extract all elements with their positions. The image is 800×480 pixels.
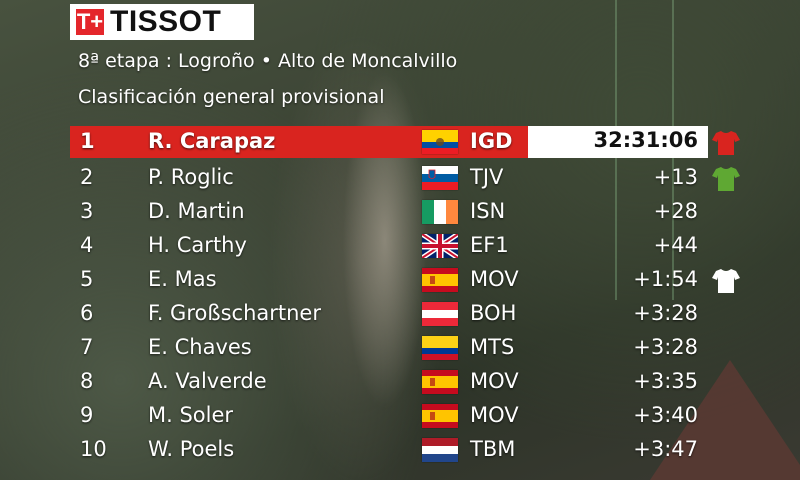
gc-time: +28 [653, 199, 698, 223]
colombia-flag-icon [422, 336, 458, 360]
green-jersey-icon [712, 167, 740, 191]
team-code: MTS [470, 335, 515, 359]
rank: 9 [80, 403, 94, 427]
table-row: 9 M. Soler MOV +3:40 [70, 400, 710, 434]
rider-name: M. Soler [148, 403, 234, 427]
gc-time: +1:54 [633, 267, 698, 291]
team-code: EF1 [470, 233, 509, 257]
gc-time: +3:47 [633, 437, 698, 461]
leader-time-box [528, 126, 708, 158]
tissot-wordmark: TISSOT [110, 5, 222, 38]
rank: 5 [80, 267, 94, 291]
table-row: 6 F. Großschartner BOH +3:28 [70, 298, 710, 332]
team-code: MOV [470, 369, 519, 393]
gc-time: +3:28 [633, 301, 698, 325]
team-code: MOV [470, 403, 519, 427]
rank: 7 [80, 335, 94, 359]
rider-name: H. Carthy [148, 233, 247, 257]
united-kingdom-flag-icon [422, 234, 458, 258]
netherlands-flag-icon [422, 438, 458, 462]
table-row: 8 A. Valverde MOV +3:35 [70, 366, 710, 400]
white-jersey-icon [712, 269, 740, 293]
table-row: 7 E. Chaves MTS +3:28 [70, 332, 710, 366]
rider-name: E. Chaves [148, 335, 252, 359]
gc-time: +3:35 [633, 369, 698, 393]
gc-time: +44 [653, 233, 698, 257]
rank: 2 [80, 165, 94, 189]
rank: 10 [80, 437, 107, 461]
rider-name: F. Großschartner [148, 301, 321, 325]
team-code: TJV [470, 165, 504, 189]
spain-flag-icon [422, 268, 458, 292]
table-row: 10 W. Poels TBM +3:47 [70, 434, 710, 468]
table-row: 4 H. Carthy EF1 +44 [70, 230, 710, 264]
rank: 6 [80, 301, 94, 325]
spain-flag-icon [422, 370, 458, 394]
red-jersey-icon [712, 131, 740, 155]
gc-time: +3:28 [633, 335, 698, 359]
ecuador-flag-icon [422, 130, 458, 154]
tissot-logo: T+ TISSOT [70, 4, 254, 40]
gc-time: +3:40 [633, 403, 698, 427]
slovenia-flag-icon [422, 166, 458, 190]
tissot-cross-icon: T+ [76, 9, 104, 35]
table-row: 3 D. Martin ISN +28 [70, 196, 710, 230]
rider-name: R. Carapaz [148, 129, 276, 153]
rank: 8 [80, 369, 94, 393]
rider-name: P. Roglic [148, 165, 234, 189]
stage-title: 8ª etapa : Logroño • Alto de Moncalvillo [78, 50, 458, 72]
rider-name: W. Poels [148, 437, 235, 461]
team-code: ISN [470, 199, 506, 223]
rider-name: E. Mas [148, 267, 217, 291]
rider-name: D. Martin [148, 199, 245, 223]
table-row: 1 R. Carapaz IGD 32:31:06 [70, 126, 740, 158]
background-tent [650, 360, 800, 480]
table-row: 2 P. Roglic TJV +13 [70, 162, 740, 196]
rider-name: A. Valverde [148, 369, 267, 393]
gc-time: +13 [653, 165, 698, 189]
ireland-flag-icon [422, 200, 458, 224]
classification-title: Clasificación general provisional [78, 86, 385, 108]
team-code: MOV [470, 267, 519, 291]
table-row: 5 E. Mas MOV +1:54 [70, 264, 740, 298]
rank: 4 [80, 233, 94, 257]
rank: 1 [80, 129, 95, 153]
team-code: TBM [470, 437, 516, 461]
austria-flag-icon [422, 302, 458, 326]
rank: 3 [80, 199, 94, 223]
spain-flag-icon [422, 404, 458, 428]
standings-table: 1 R. Carapaz IGD 32:31:06 2 P. Roglic TJ… [70, 126, 740, 468]
gc-time: 32:31:06 [593, 128, 698, 152]
team-code: BOH [470, 301, 517, 325]
team-code: IGD [470, 129, 513, 153]
